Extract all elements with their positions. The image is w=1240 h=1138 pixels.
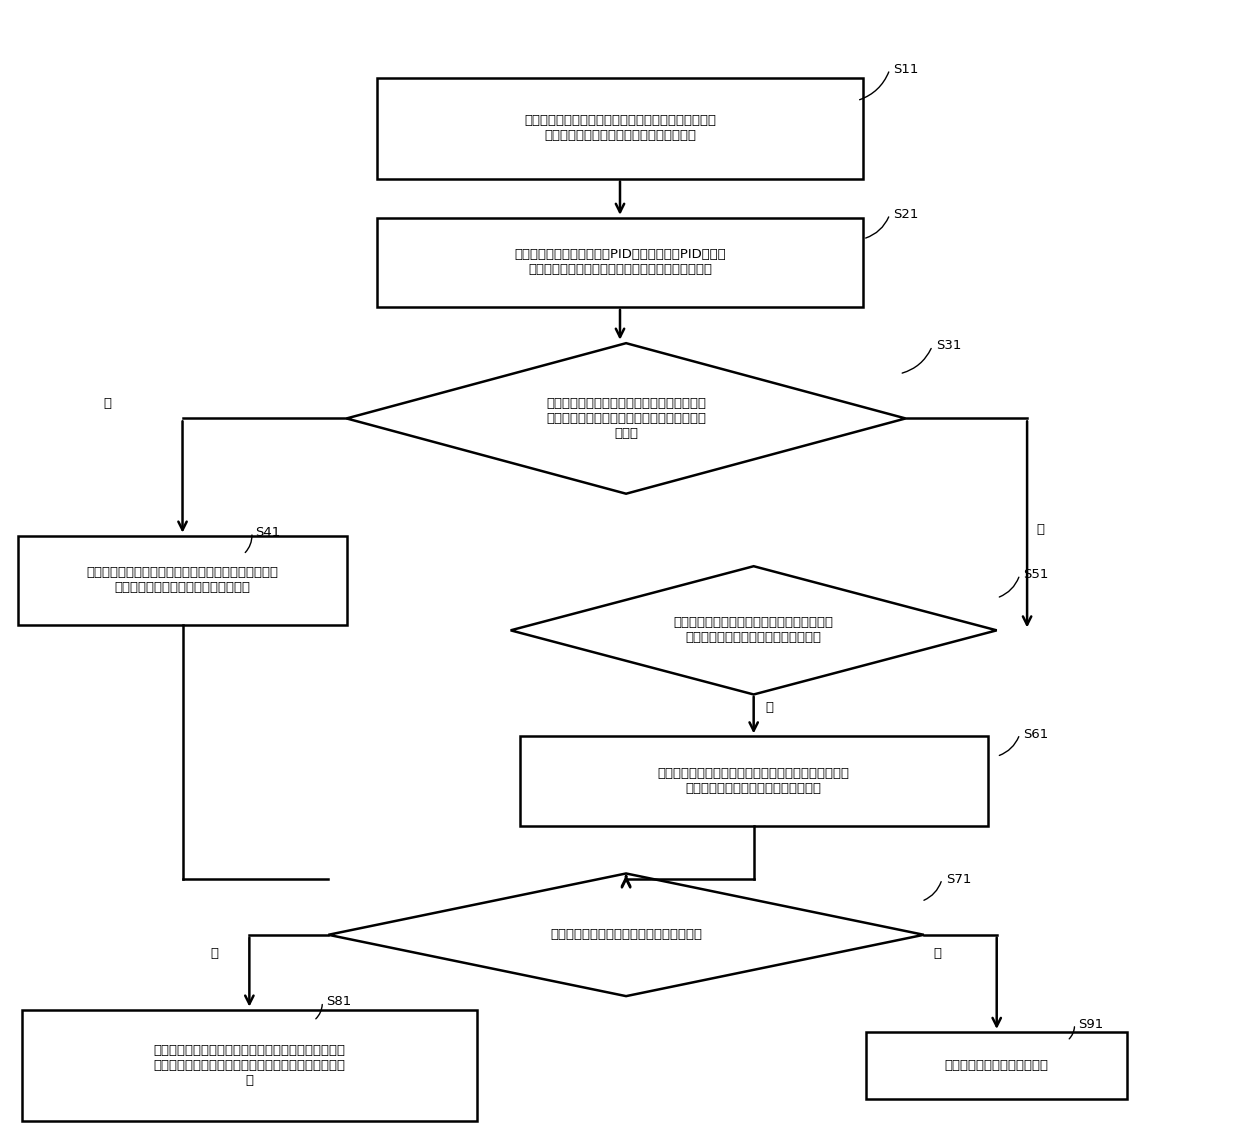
Text: S31: S31 xyxy=(936,339,961,353)
Text: 获取所述节目信息的当前信号强度，并判断所
述当前信号强度是否大于信号强度阈值: 获取所述节目信息的当前信号强度，并判断所 述当前信号强度是否大于信号强度阈值 xyxy=(673,617,833,644)
Text: 获取所述节目信息中存储的当前节目类型，并
判断所述当前节目类型与所述目标节目类型是
否相同: 获取所述节目信息中存储的当前节目类型，并 判断所述当前节目类型与所述目标节目类型… xyxy=(546,397,706,440)
Text: S61: S61 xyxy=(1023,727,1049,741)
Text: S91: S91 xyxy=(1078,1017,1104,1031)
Text: 判定所述电视节目为所述无效节目，并在所述节目列表
中对对应的所述节目信息进行无效标识: 判定所述电视节目为所述无效节目，并在所述节目列表 中对对应的所述节目信息进行无效… xyxy=(657,767,849,795)
Text: 在所述节目列表中对携带有所述无效标识的所述节目信
息进行无效图像标记，并将标记后所述节目列表进行显
示: 在所述节目列表中对携带有所述无效标识的所述节目信 息进行无效图像标记，并将标记后… xyxy=(154,1044,346,1087)
Text: S11: S11 xyxy=(893,63,919,76)
FancyBboxPatch shape xyxy=(21,1009,477,1121)
FancyBboxPatch shape xyxy=(520,736,987,825)
FancyBboxPatch shape xyxy=(377,79,863,179)
Text: 是: 是 xyxy=(1037,523,1045,536)
Text: 当接收到搜台指令时进行搜台操作，以得到多个节目信
息，并根据所有所述节目信息绘制节目列表: 当接收到搜台指令时进行搜台操作，以得到多个节目信 息，并根据所有所述节目信息绘制… xyxy=(525,115,715,142)
Text: S51: S51 xyxy=(1023,568,1049,582)
Text: S81: S81 xyxy=(326,996,351,1008)
Polygon shape xyxy=(329,874,924,996)
FancyBboxPatch shape xyxy=(377,217,863,307)
Polygon shape xyxy=(346,344,905,494)
Text: 是: 是 xyxy=(211,947,218,960)
Text: S21: S21 xyxy=(893,208,919,221)
FancyBboxPatch shape xyxy=(19,536,346,625)
Text: 获取所述节目信息中存储的PID值，并将所述PID值与本
地存储的节目类型表进行匹配，以得到目标节目类型: 获取所述节目信息中存储的PID值，并将所述PID值与本 地存储的节目类型表进行匹… xyxy=(515,248,725,277)
Text: 判定所述电视节目为所述无效节目，并在所述节目列表
中对对应的所述节目信息进行无效标识: 判定所述电视节目为所述无效节目，并在所述节目列表 中对对应的所述节目信息进行无效… xyxy=(87,566,279,594)
Text: S41: S41 xyxy=(255,526,280,538)
FancyBboxPatch shape xyxy=(866,1032,1127,1099)
Text: 否: 否 xyxy=(934,947,941,960)
Text: 是: 是 xyxy=(766,701,774,714)
Text: 直接将所述节目列表进行显示: 直接将所述节目列表进行显示 xyxy=(945,1058,1049,1072)
Polygon shape xyxy=(511,567,997,694)
Text: S71: S71 xyxy=(946,873,971,885)
Text: 判断所述节目列表中是否存在所述无效标识: 判断所述节目列表中是否存在所述无效标识 xyxy=(551,929,702,941)
Text: 否: 否 xyxy=(103,397,112,411)
